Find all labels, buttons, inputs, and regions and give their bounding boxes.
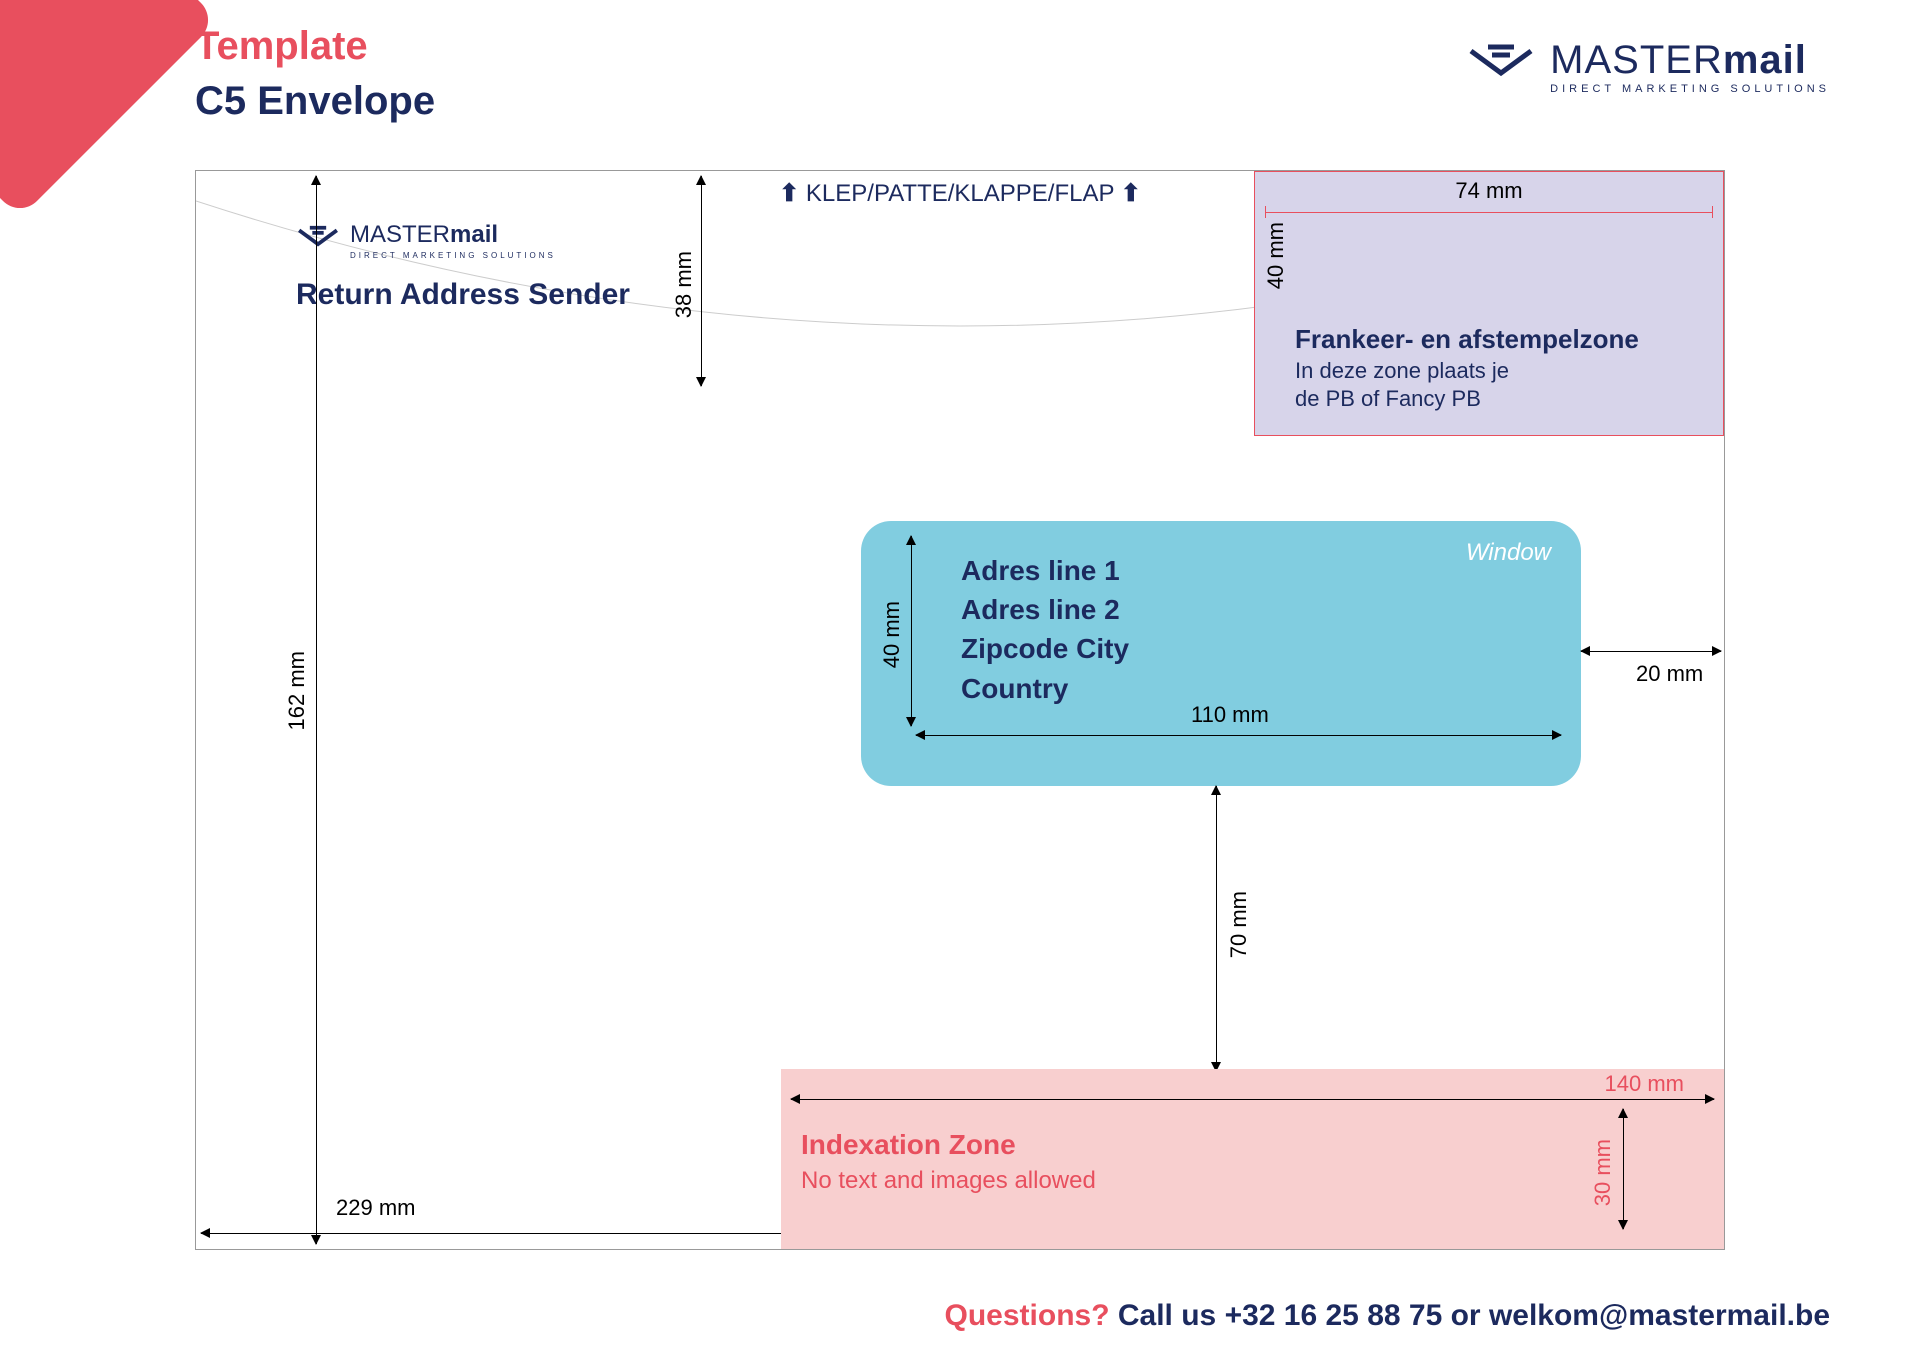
addr-line-1: Adres line 1 xyxy=(961,551,1129,590)
brand-name-light: MASTER xyxy=(1550,38,1723,82)
dim-window-height: 40 mm xyxy=(879,601,905,668)
stamp-zone-line1: In deze zone plaats je xyxy=(1295,358,1509,384)
brand-logo-top: MASTERmail DIRECT MARKETING SOLUTIONS xyxy=(1466,40,1830,95)
indexation-title: Indexation Zone xyxy=(801,1129,1016,1161)
dim-stamp-height: 40 mm xyxy=(1263,222,1289,289)
addr-line-4: Country xyxy=(961,669,1129,708)
page: Template C5 Envelope MASTERmail DIRECT M… xyxy=(0,0,1920,1357)
brand-text-small: MASTERmail DIRECT MARKETING SOLUTIONS xyxy=(350,221,556,260)
dim-right-margin: 20 mm xyxy=(1636,661,1703,687)
addr-line-3: Zipcode City xyxy=(961,629,1129,668)
address-lines: Adres line 1 Adres line 2 Zipcode City C… xyxy=(961,551,1129,708)
dim-index-width: 140 mm xyxy=(1605,1071,1684,1097)
flap-arrow-left-icon: ⬆ xyxy=(779,180,799,207)
brand-logo-small: MASTERmail DIRECT MARKETING SOLUTIONS xyxy=(296,221,630,260)
dim-window-width-line xyxy=(916,735,1561,736)
dim-env-height: 162 mm xyxy=(284,651,310,730)
brand-name-bold: mail xyxy=(1723,38,1807,82)
dim-window-width: 110 mm xyxy=(1191,702,1269,728)
dim-index-height-line xyxy=(1623,1109,1624,1229)
dim-index-width-line xyxy=(791,1099,1714,1100)
addr-line-2: Adres line 2 xyxy=(961,590,1129,629)
stamp-zone: Frankeer- en afstempelzone In deze zone … xyxy=(1254,171,1724,436)
flap-arrow-right-icon: ⬆ xyxy=(1121,180,1141,207)
brand-tagline: DIRECT MARKETING SOLUTIONS xyxy=(1550,84,1830,95)
dim-stamp-width: 74 mm xyxy=(1255,178,1723,204)
dim-right-margin-line xyxy=(1581,651,1721,652)
envelope-diagram: ⬆ KLEP/PATTE/KLAPPE/FLAP ⬆ MASTERmail DI… xyxy=(195,170,1725,1250)
dim-index-height: 30 mm xyxy=(1590,1139,1616,1206)
indexation-zone: Indexation Zone No text and images allow… xyxy=(781,1069,1724,1249)
stamp-zone-title: Frankeer- en afstempelzone xyxy=(1295,324,1639,355)
dim-window-to-bottom: 70 mm xyxy=(1226,891,1252,958)
address-window: Window Adres line 1 Adres line 2 Zipcode… xyxy=(861,521,1581,786)
dim-window-height-line xyxy=(911,536,912,726)
window-label: Window xyxy=(1466,539,1551,567)
return-address-block: MASTERmail DIRECT MARKETING SOLUTIONS Re… xyxy=(296,221,630,312)
flap-text: KLEP/PATTE/KLAPPE/FLAP xyxy=(806,180,1114,207)
header: Template C5 Envelope xyxy=(195,24,435,124)
stamp-width-redline xyxy=(1265,212,1713,213)
page-title: Template xyxy=(195,24,435,69)
footer-contact: Call us +32 16 25 88 75 or welkom@master… xyxy=(1110,1299,1830,1332)
corner-decoration-red xyxy=(0,0,218,218)
brand-text: MASTERmail DIRECT MARKETING SOLUTIONS xyxy=(1550,40,1830,95)
dim-flap-height: 38 mm xyxy=(671,251,697,318)
dim-env-height-line xyxy=(316,176,317,1244)
dim-window-to-bottom-line xyxy=(1216,786,1217,1071)
logo-mark-icon xyxy=(1466,43,1536,93)
footer-question: Questions? xyxy=(945,1299,1110,1332)
return-address-label: Return Address Sender xyxy=(296,278,630,312)
stamp-zone-line2: de PB of Fancy PB xyxy=(1295,386,1481,412)
footer: Questions? Call us +32 16 25 88 75 or we… xyxy=(945,1299,1830,1333)
indexation-subtitle: No text and images allowed xyxy=(801,1167,1096,1195)
dim-flap-height-line xyxy=(701,176,702,386)
logo-mark-small-icon xyxy=(296,225,340,257)
page-subtitle: C5 Envelope xyxy=(195,79,435,124)
dim-env-width: 229 mm xyxy=(336,1195,415,1221)
